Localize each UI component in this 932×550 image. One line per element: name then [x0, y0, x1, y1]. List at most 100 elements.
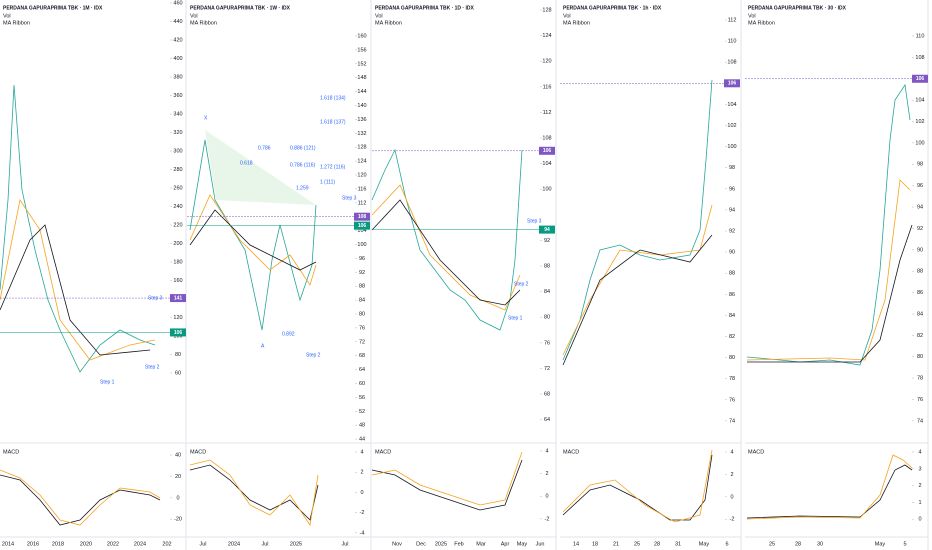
y-tick-label: 96: [359, 256, 365, 262]
y-tick-label: 92: [359, 270, 365, 276]
indicator-label: MA Ribbon: [748, 20, 775, 26]
y-tick-label: 88: [917, 269, 923, 275]
y-tick-label: 74: [729, 418, 735, 424]
annotation: 0.892: [282, 331, 295, 337]
y-tick-label: 104: [542, 161, 551, 167]
y-tick-label: 200: [173, 241, 182, 247]
ma-line: [746, 179, 911, 361]
y-tick-label: 108: [542, 135, 551, 141]
x-tick-label: 2024: [228, 541, 240, 547]
macd-tick-label: 3: [918, 466, 921, 472]
annotation: 1 (111): [320, 179, 335, 185]
macd-tick-label: -2: [545, 516, 550, 522]
macd-line: [0, 469, 161, 526]
y-tick-label: 136: [357, 117, 366, 123]
macd-tick-label: 4: [545, 448, 548, 454]
macd-tick-label: 0: [918, 517, 921, 523]
ma-line: [747, 224, 913, 363]
x-tick-label: Nov: [392, 541, 402, 547]
decor: [0, 79, 913, 527]
y-tick-label: 86: [729, 292, 735, 298]
x-tick-label: 2024: [134, 541, 146, 547]
x-tick-label: 2022: [107, 541, 119, 547]
y-tick-label: 460: [173, 0, 182, 6]
x-tick-label: 30: [817, 541, 823, 547]
price-badge: [539, 225, 555, 234]
y-tick-label: 82: [729, 334, 735, 340]
y-tick-label: 420: [173, 37, 182, 43]
panel-title: PERDANA GAPURAPRIMA TBK · 1M · IDX: [3, 5, 103, 11]
macd-tick-label: -20: [174, 517, 182, 523]
macd-line: [189, 464, 319, 521]
macd-line: [746, 454, 913, 520]
x-tick-label: 2014: [2, 541, 14, 547]
price-badge: [912, 74, 928, 83]
price-badge: [539, 146, 555, 155]
y-tick-label: 76: [917, 397, 923, 403]
y-tick-label: 108: [727, 60, 736, 66]
x-tick-label: 2018: [52, 541, 64, 547]
macd-label: MACD: [3, 449, 19, 455]
x-tick-label: Jul: [261, 541, 268, 547]
y-tick-label: 56: [359, 395, 365, 401]
macd-tick-label: 4: [918, 449, 921, 455]
y-tick-label: 220: [173, 222, 182, 228]
indicator-label: Vol: [3, 13, 11, 19]
y-tick-label: 80: [917, 354, 923, 360]
x-tick-label: 25: [634, 541, 640, 547]
macd-tick-label: 0: [545, 494, 548, 500]
price-line: [746, 83, 911, 366]
y-tick-label: 116: [358, 186, 367, 192]
macd-line: [371, 459, 523, 511]
y-tick-label: 96: [729, 186, 735, 192]
annotation: 1.272 (116): [320, 164, 346, 170]
annotation: 1.259: [296, 185, 309, 191]
y-tick-label: 80: [175, 352, 181, 358]
y-tick-label: 44: [359, 437, 365, 443]
indicator-label: Vol: [748, 13, 756, 19]
y-tick-label: 94: [917, 204, 923, 210]
y-tick-label: 88: [359, 284, 365, 290]
y-tick-label: 104: [915, 98, 924, 104]
x-tick-label: Jul: [199, 541, 206, 547]
y-tick-label: 92: [917, 226, 923, 232]
y-tick-label: 128: [542, 7, 551, 13]
x-tick-label: Apr: [501, 541, 510, 547]
y-tick-label: 156: [357, 47, 366, 53]
annotation: 0.618: [240, 160, 253, 166]
y-tick-label: 140: [357, 103, 366, 109]
ma-line: [371, 184, 521, 311]
y-tick-label: 60: [175, 370, 181, 376]
y-tick-label: 104: [357, 228, 366, 234]
x-tick-label: 25: [769, 541, 775, 547]
y-tick-label: 76: [729, 397, 735, 403]
ma-line: [0, 224, 151, 356]
indicator-label: Vol: [563, 13, 571, 19]
macd-tick-label: 2: [360, 470, 363, 476]
x-tick-label: 18: [592, 541, 598, 547]
y-tick-label: 160: [357, 33, 366, 39]
macd-label: MACD: [748, 449, 764, 455]
y-tick-label: 300: [173, 148, 182, 154]
annotation: Step 2: [514, 281, 529, 287]
x-tick-label: 2016: [27, 541, 39, 547]
y-tick-label: 440: [173, 19, 182, 25]
panel-title: PERDANA GAPURAPRIMA TBK · 1W · IDX: [190, 5, 291, 11]
price-badge-label: 106: [728, 81, 737, 87]
annotation: 0.786 (116): [290, 162, 316, 168]
y-tick-label: 60: [359, 381, 365, 387]
y-tick-label: 94: [729, 207, 735, 213]
y-tick-label: 108: [915, 55, 924, 61]
y-tick-label: 82: [917, 333, 923, 339]
price-badge: [354, 221, 370, 230]
y-tick-label: 96: [917, 183, 923, 189]
y-tick-label: 68: [544, 391, 550, 397]
y-tick-label: 110: [728, 39, 737, 45]
annotation: X: [204, 115, 208, 121]
annotation: 1.618 (134): [320, 95, 346, 101]
y-tick-label: 84: [917, 311, 923, 317]
price-badge-label: 106: [358, 223, 367, 229]
y-tick-label: 400: [173, 56, 182, 62]
x-tick-label: 21: [613, 541, 619, 547]
y-tick-label: 98: [729, 165, 735, 171]
